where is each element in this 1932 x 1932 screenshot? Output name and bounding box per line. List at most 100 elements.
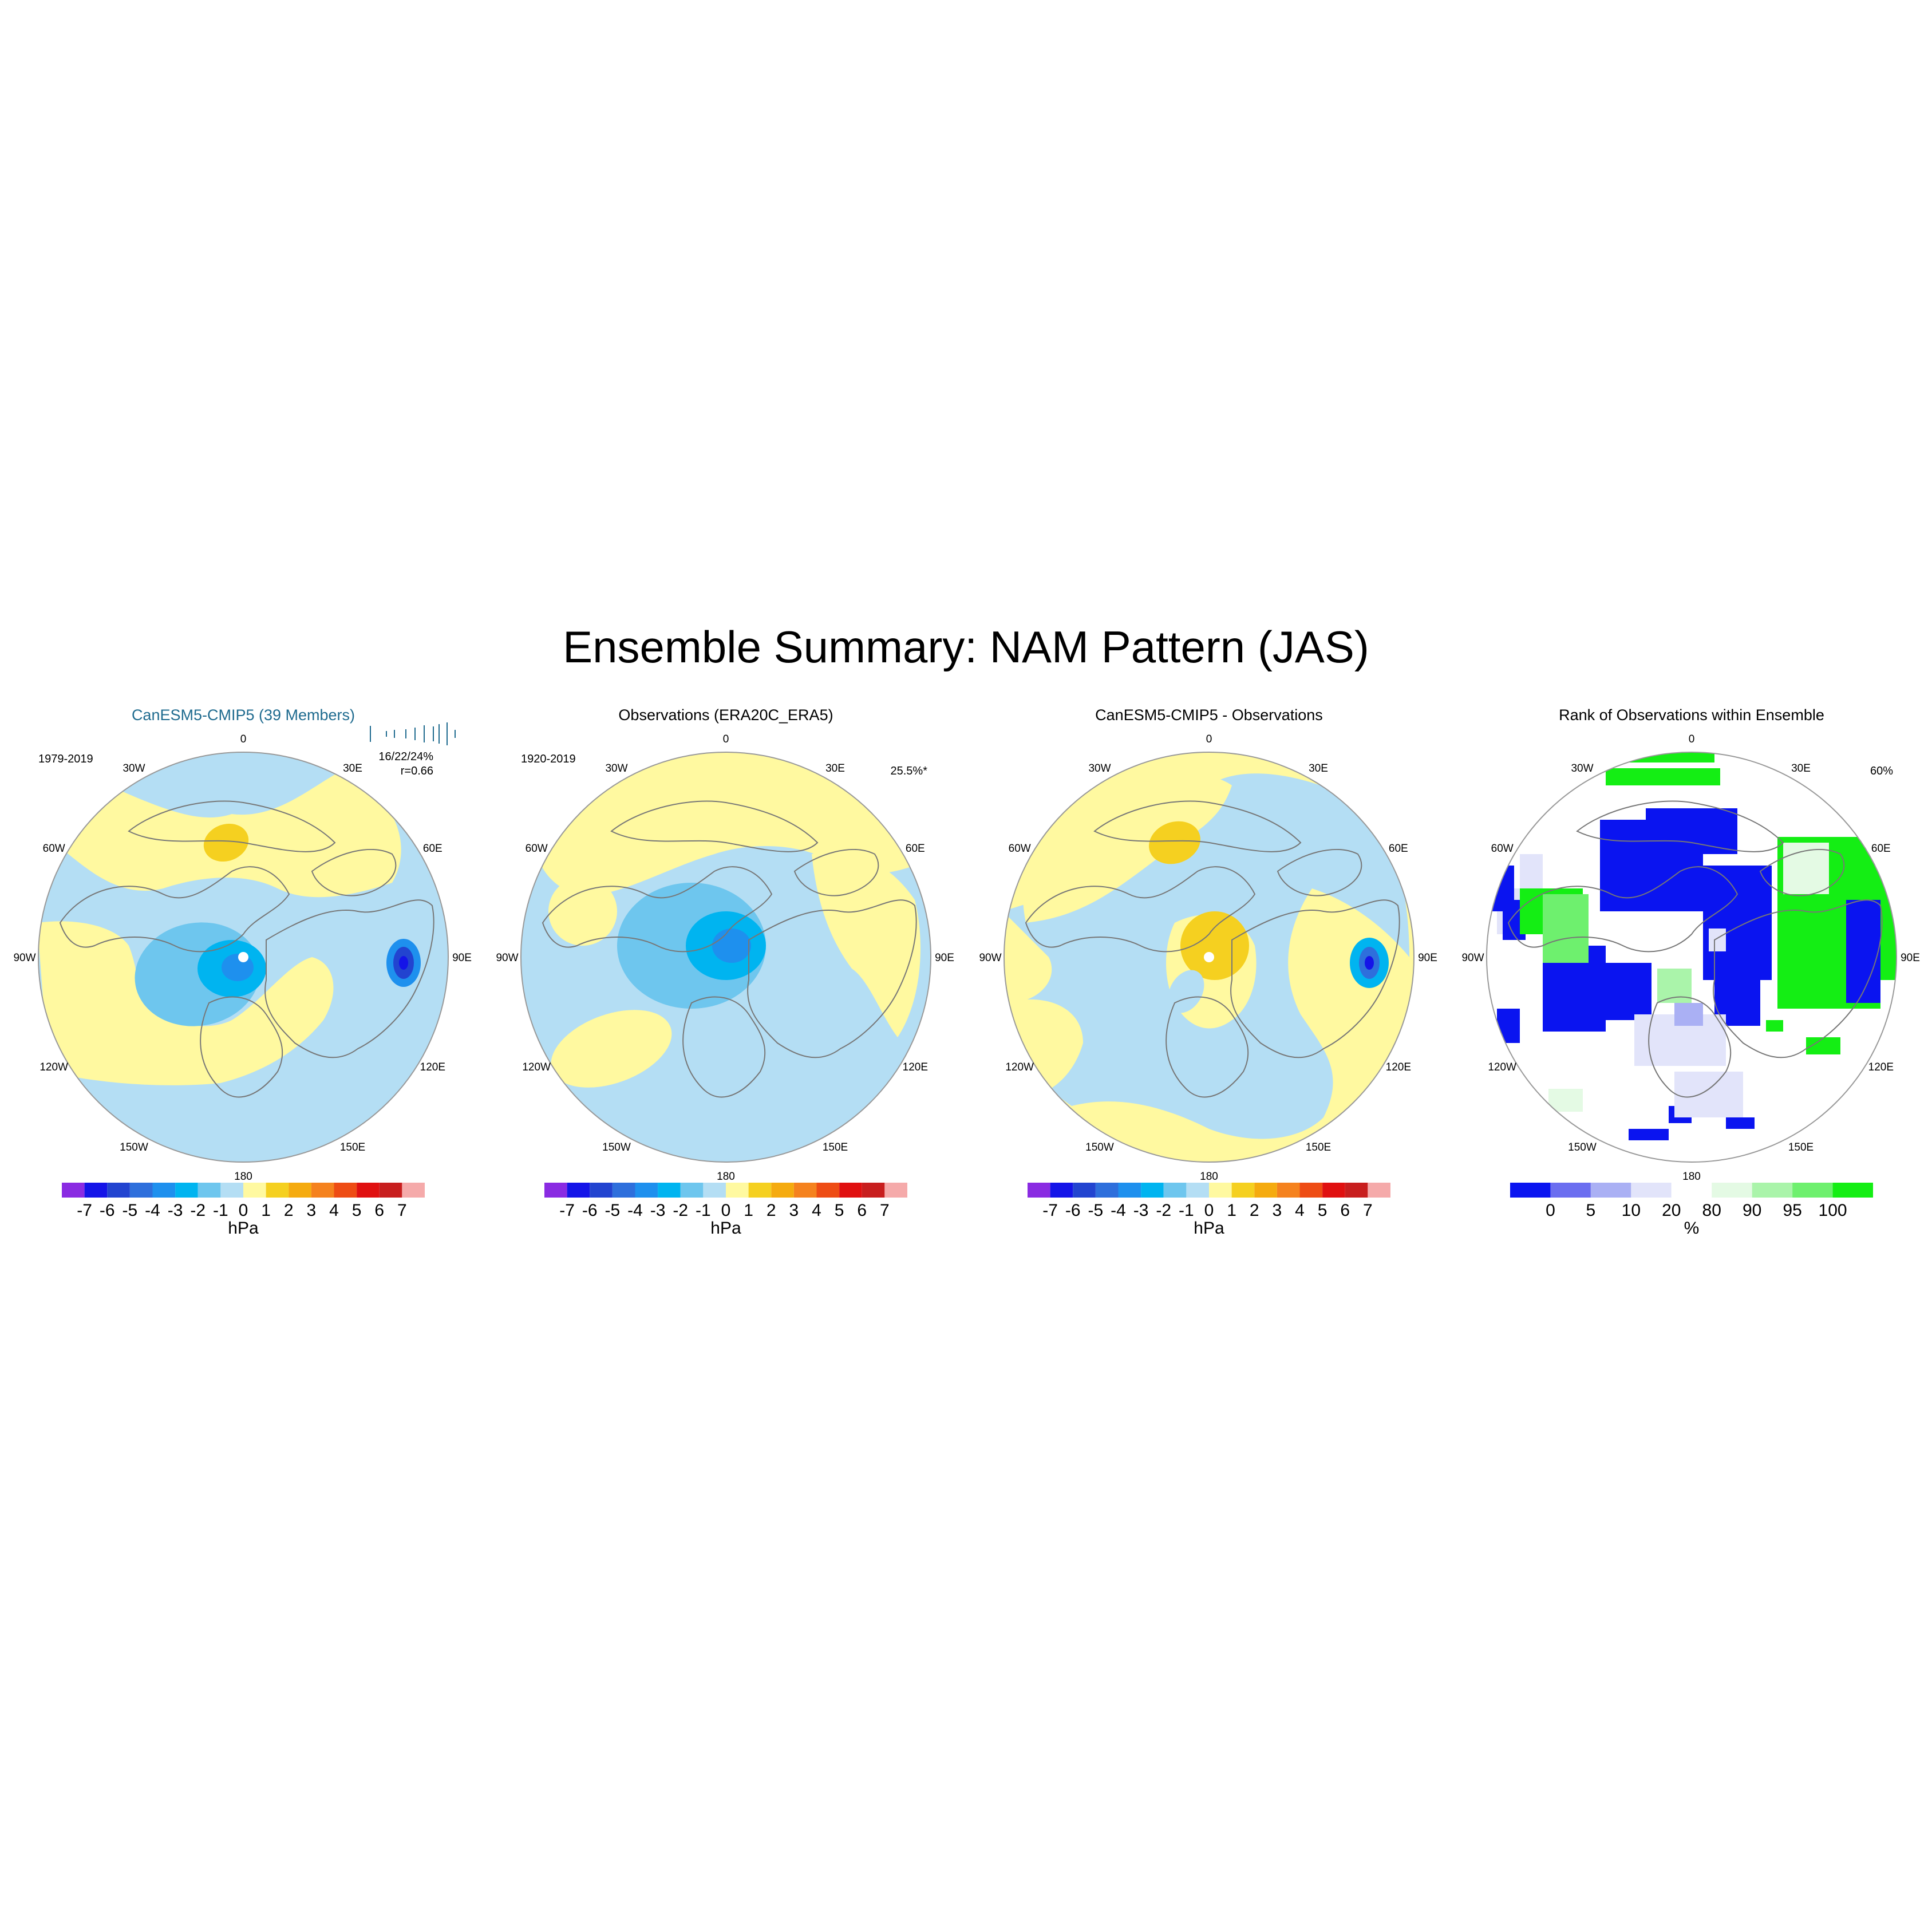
longitude-label: 30E [343,762,362,775]
colorbar-tick-label: -5 [1088,1201,1104,1220]
longitude-label: 30W [1571,762,1593,775]
colorbar-tick-label: 1 [744,1201,753,1220]
contour-region [551,1010,672,1088]
coastline [1025,866,1256,953]
contour-region [812,851,920,1037]
rank-cell [1566,963,1652,1020]
colorbar-swatch [220,1183,243,1198]
contour-region [712,929,751,963]
longitude-label: 0 [723,733,729,745]
colorbar-tick-label: 80 [1702,1201,1721,1220]
colorbar-swatch [107,1183,130,1198]
colorbar-swatch [1752,1183,1793,1198]
longitude-label: 150E [1788,1141,1814,1153]
longitude-label: 30W [1088,762,1111,775]
colorbar-tick-label: 1 [261,1201,271,1220]
contour-region [399,956,408,970]
longitude-label: 0 [1689,733,1695,745]
rank-cell [1709,929,1726,951]
map-border [38,752,449,1163]
colorbar-swatch [1028,1183,1050,1198]
coastline [128,800,336,852]
longitude-label: 60W [43,843,65,855]
longitude-label: 60W [1009,843,1031,855]
colorbar-tick-label: -4 [627,1201,643,1220]
colorbar-swatch [884,1183,907,1198]
longitude-label: 90W [496,952,518,964]
colorbar-tick-label: 0 [1546,1201,1555,1220]
rank-cell [1646,808,1737,854]
panel-diff: CanESM5-CMIP5 - Observations 180 150W 120W 9… [979,706,1437,1238]
colorbar-swatch [1299,1183,1323,1198]
colorbar-tick-label: -6 [1065,1201,1081,1220]
colorbar-tick-label: -1 [213,1201,228,1220]
colorbar-swatch [197,1183,221,1198]
colorbar-swatch [1510,1183,1551,1198]
colorbar-tick-label: 4 [812,1201,821,1220]
contour-region [1204,952,1214,962]
longitude-label: 60E [423,843,442,855]
map-border [1003,752,1415,1163]
colorbar-tick-label: 6 [374,1201,384,1220]
longitude-label: 120W [1005,1061,1034,1073]
rank-cell [1703,866,1772,980]
longitude-label: 60W [526,843,548,855]
colorbar-swatch [544,1183,567,1198]
longitude-label: 30E [825,762,845,775]
coastline [542,866,773,953]
longitude-label: 0 [240,733,247,745]
figure-title: Ensemble Summary: NAM Pattern (JAS) [563,622,1369,672]
colorbar-tick-label: 95 [1783,1201,1801,1220]
coastline [1759,849,1845,896]
period-label: 1979-2019 [38,753,93,765]
longitude-label: 150W [120,1141,148,1153]
longitude-label: 120E [903,1061,928,1073]
longitude-label: 90E [1418,952,1437,964]
map-field [38,752,448,1162]
stats-label: 16/22/24% [378,750,433,763]
panel-title: CanESM5-CMIP5 (39 Members) [132,706,355,724]
colorbar-swatch [357,1183,380,1198]
panel-obs: Observations (ERA20C_ERA5) 1920-2019 25.5%… [496,706,954,1238]
contour-region [1149,821,1200,864]
colorbar-swatch [816,1183,840,1198]
colorbar-units: hPa [710,1219,741,1238]
longitude-label: 90E [1901,952,1920,964]
rank-cell [1846,900,1880,1003]
contour-region [38,921,334,1085]
contour-region [222,954,254,981]
coastline [200,996,283,1098]
colorbar-swatch [771,1183,794,1198]
contour-region [203,823,249,862]
contour-region [1180,911,1249,980]
longitude-label: 150E [1306,1141,1331,1153]
colorbar-tick-label: -1 [696,1201,711,1220]
colorbar-tick-label: 0 [1204,1201,1214,1220]
colorbar-tick-label: -3 [650,1201,666,1220]
panel-rank: Rank of Observations within Ensemble 60% 1… [1461,706,1919,1238]
colorbar-swatch [1277,1183,1300,1198]
coastline [311,849,397,896]
contour-region [537,752,915,895]
longitude-label: 30E [1309,762,1328,775]
longitude-label: 150W [1085,1141,1114,1153]
coastline [1165,996,1249,1098]
rank-cell [1629,1129,1669,1140]
colorbar-swatch [567,1183,590,1198]
colorbar-tick-label: 6 [857,1201,867,1220]
colorbar-tick-label: 0 [239,1201,248,1220]
colorbar-swatch [1095,1183,1119,1198]
longitude-label: 120E [420,1061,445,1073]
colorbar-swatch [1631,1183,1672,1198]
longitude-label: 90E [452,952,472,964]
colorbar-swatch [839,1183,862,1198]
colorbar-swatch [793,1183,817,1198]
colorbar-tick-label: 5 [835,1201,844,1220]
colorbar-swatch [1712,1183,1752,1198]
coastline [1576,800,1784,852]
map-field [521,752,931,1162]
colorbar-tick-label: -1 [1179,1201,1194,1220]
contour-region [1365,956,1374,970]
colorbar-tick-label: 1 [1227,1201,1236,1220]
rank-cell [1674,1003,1703,1026]
